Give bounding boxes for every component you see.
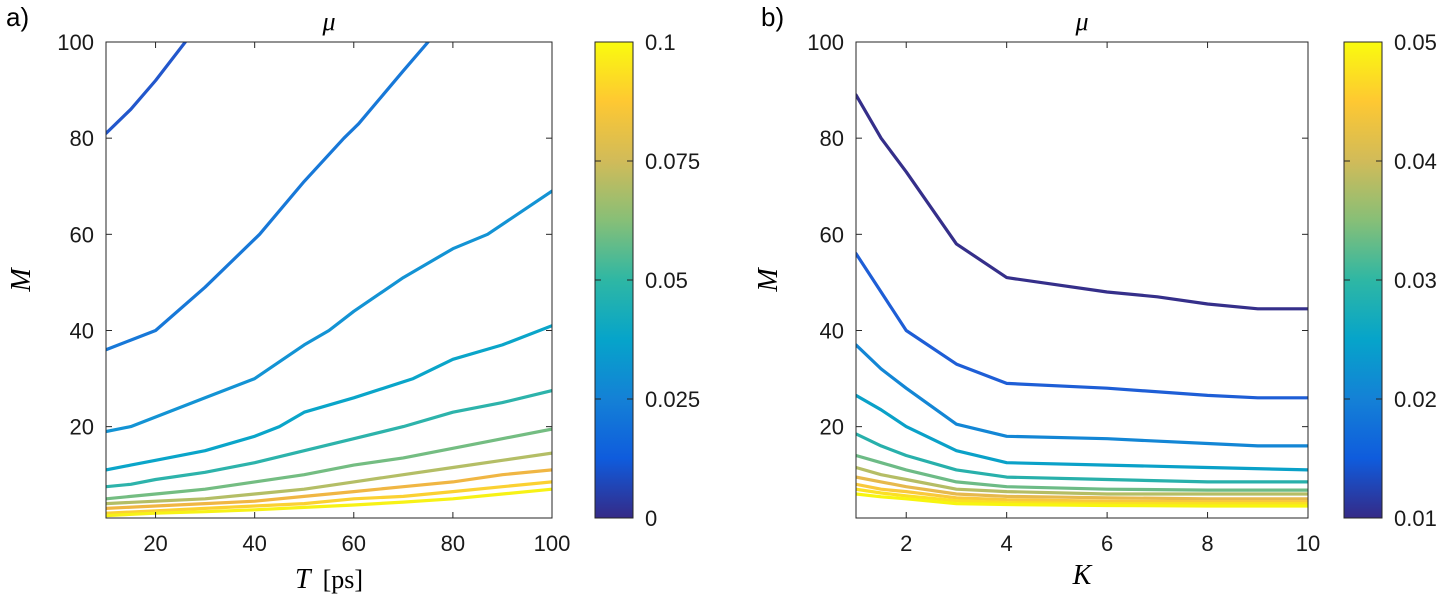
series-line-a-5 (106, 427, 552, 501)
x-ticks-a: 20 40 60 80 100 (143, 42, 570, 556)
colorbar-tick-label-b-4: 0.05 (1394, 30, 1437, 55)
plot-frame-a (105, 41, 553, 519)
series-line-b-5 (856, 453, 1308, 492)
series-line-b-1 (856, 252, 1308, 400)
colorbar-b: 0.01 0.02 0.03 0.04 0.05 (1343, 30, 1437, 531)
colorbar-tick-label-b-2: 0.03 (1394, 268, 1437, 293)
x-ticks-b: 2 4 6 8 10 (900, 42, 1320, 556)
colorbar-a: 0 0.025 0.05 0.075 0.1 (594, 30, 700, 531)
plot-frame-b (855, 41, 1309, 519)
colorbar-tick-label-b-1: 0.02 (1394, 387, 1437, 412)
series-line-a-0 (106, 42, 187, 135)
panel-b: b) μ 2 4 6 8 10 20 40 60 80 100 K M 0.01 0.02 0.03… (753, 2, 1437, 591)
series-line-a-6 (106, 451, 552, 506)
series-group-a (106, 42, 552, 518)
colorbar-gradient-b (1343, 41, 1383, 519)
y-tick-label-a-0: 20 (70, 415, 94, 440)
x-tick-label-b-4: 10 (1296, 531, 1320, 556)
colorbar-tick-label-a-4: 0.1 (645, 30, 676, 55)
y-tick-label-b-4: 100 (807, 30, 844, 55)
series-line-b-9 (856, 487, 1308, 506)
x-tick-label-a-1: 40 (242, 531, 266, 556)
y-tick-label-b-1: 40 (820, 318, 844, 343)
series-line-a-2 (106, 189, 552, 434)
series-line-b-2 (856, 343, 1308, 448)
colorbar-tick-label-b-0: 0.01 (1394, 506, 1437, 531)
colorbar-tick-label-b-3: 0.04 (1394, 149, 1437, 174)
colorbar-tick-label-a-3: 0.075 (645, 149, 700, 174)
y-tick-label-b-2: 60 (820, 222, 844, 247)
x-axis-label-a: T [ps] (295, 564, 363, 595)
colorbar-tick-label-a-0: 0 (645, 506, 657, 531)
panel-label-a: a) (6, 2, 29, 32)
y-tick-label-a-1: 40 (70, 318, 94, 343)
chart-title-b: μ (1074, 7, 1088, 36)
series-line-b-8 (856, 482, 1308, 504)
x-tick-label-a-3: 80 (441, 531, 465, 556)
x-tick-label-b-3: 8 (1201, 531, 1213, 556)
x-axis-label-a-symbol: T (295, 564, 313, 595)
x-tick-label-b-2: 6 (1101, 531, 1113, 556)
series-line-a-4 (106, 389, 552, 489)
x-axis-label-b: K (1072, 560, 1093, 591)
y-axis-label-a: M (6, 267, 37, 293)
series-line-a-3 (106, 324, 552, 472)
y-tick-label-b-0: 20 (820, 415, 844, 440)
series-line-a-8 (106, 480, 552, 515)
y-tick-label-b-3: 80 (820, 126, 844, 151)
series-line-b-0 (856, 93, 1308, 311)
x-tick-label-a-2: 60 (342, 531, 366, 556)
x-axis-label-a-unit: [ps] (323, 565, 363, 594)
colorbar-gradient-a (594, 41, 634, 519)
colorbar-tick-label-a-2: 0.05 (645, 268, 688, 293)
y-tick-label-a-3: 80 (70, 126, 94, 151)
series-group-b (856, 93, 1308, 508)
series-line-b-4 (856, 432, 1308, 484)
x-tick-label-b-0: 2 (900, 531, 912, 556)
y-tick-label-a-2: 60 (70, 222, 94, 247)
chart-title-a: μ (321, 7, 335, 36)
y-axis-label-b: M (753, 267, 784, 293)
y-ticks-a: 20 40 60 80 100 (57, 30, 552, 440)
colorbar-tick-label-a-1: 0.025 (645, 387, 700, 412)
series-line-b-6 (856, 465, 1308, 496)
y-tick-label-a-4: 100 (57, 30, 94, 55)
series-line-a-7 (106, 468, 552, 510)
series-line-a-9 (106, 487, 552, 518)
x-tick-label-b-1: 4 (1001, 531, 1013, 556)
x-tick-label-a-4: 100 (534, 531, 571, 556)
x-tick-label-a-0: 20 (143, 531, 167, 556)
series-line-b-3 (856, 393, 1308, 472)
series-line-a-1 (106, 42, 430, 352)
panel-label-b: b) (761, 2, 784, 32)
series-line-b-10 (856, 492, 1308, 508)
series-line-b-7 (856, 475, 1308, 501)
y-ticks-b: 20 40 60 80 100 (807, 30, 1308, 440)
